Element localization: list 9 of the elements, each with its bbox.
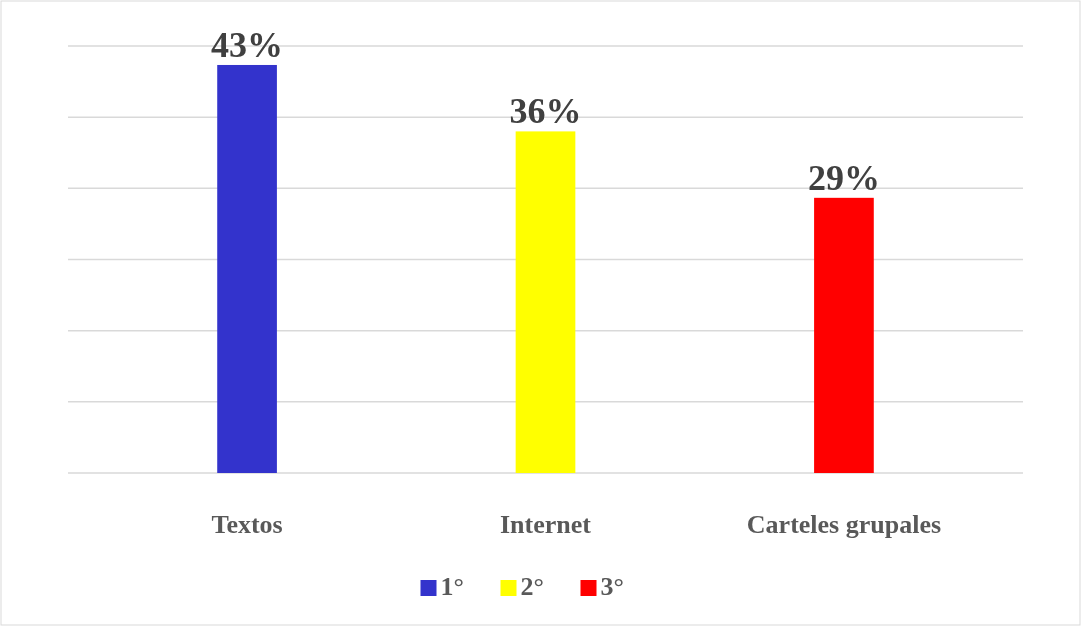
legend-label: 1°	[440, 572, 464, 601]
x-tick-label: Textos	[211, 510, 283, 539]
data-label: 43%	[211, 24, 284, 65]
data-label: 29%	[807, 157, 880, 198]
data-label: 36%	[509, 91, 582, 132]
legend-label: 2°	[520, 572, 544, 601]
x-tick-label: Carteles grupales	[746, 510, 942, 539]
legend-label: 3°	[600, 572, 624, 601]
x-tick-label: Internet	[500, 510, 592, 539]
